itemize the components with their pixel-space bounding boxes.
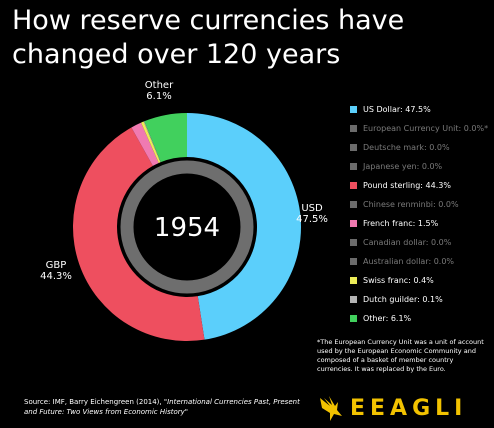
donut-outer-labels: USD 47.5% GBP 44.3% Other 6.1% [40,80,328,282]
legend-swatch [350,125,357,132]
legend-item: Deutsche mark: 0.0% [350,143,490,153]
legend-label: French franc: 1.5% [363,219,439,228]
legend-swatch [350,163,357,170]
legend-swatch [350,258,357,265]
logo-wordmark: EEAGLI [350,395,468,421]
legend-swatch [350,239,357,246]
outer-label-gbp: GBP 44.3% [40,260,72,282]
source-title: "International Currencies Past, Present … [24,398,300,416]
legend-label: Deutsche mark: 0.0% [363,143,450,152]
legend-swatch [350,201,357,208]
legend-label: Chinese renminbi: 0.0% [363,200,459,209]
legend-swatch [350,182,357,189]
slice-swiss-franc [141,121,161,163]
legend-label: European Currency Unit: 0.0%* [363,124,489,133]
legend-item: Japanese yen: 0.0% [350,162,490,172]
legend-item: Chinese renminbi: 0.0% [350,200,490,210]
legend-label: Canadian dollar: 0.0% [363,238,452,247]
inner-ring [120,160,254,294]
legend-swatch [350,277,357,284]
slice-usd [187,113,301,340]
legend-item: French franc: 1.5% [350,219,490,229]
source-prefix: Source: IMF, Barry Eichengreen (2014), [24,398,164,406]
legend-label: Swiss franc: 0.4% [363,276,434,285]
legend-label: Dutch guilder: 0.1% [363,295,443,304]
slice-french-franc [131,122,159,166]
donut-slices [73,113,301,341]
legend-label: Other: 6.1% [363,314,412,323]
center-year-label: 1954 [154,213,220,243]
legend-swatch [350,106,357,113]
eagle-icon [320,396,342,421]
legend-item: Swiss franc: 0.4% [350,276,490,286]
outer-label-usd: USD 47.5% [296,203,328,225]
legend-item: European Currency Unit: 0.0%* [350,124,490,134]
legend-swatch [350,144,357,151]
legend-label: Japanese yen: 0.0% [363,162,443,171]
legend-swatch [350,315,357,322]
source-citation: Source: IMF, Barry Eichengreen (2014), "… [24,397,314,417]
legend-label: US Dollar: 47.5% [363,105,431,114]
legend-item: Pound sterling: 44.3% [350,181,490,191]
footnote: *The European Currency Unit was a unit o… [317,338,484,373]
legend-label: Australian dollar: 0.0% [363,257,455,266]
legend-label: Pound sterling: 44.3% [363,181,451,190]
legend-item: Dutch guilder: 0.1% [350,295,490,305]
legend-item: US Dollar: 47.5% [350,105,490,115]
outer-label-other: Other 6.1% [145,80,174,102]
legend-item: Australian dollar: 0.0% [350,257,490,267]
eeagli-logo: EEAGLI [318,393,467,423]
legend-item: Canadian dollar: 0.0% [350,238,490,248]
chart-title-line-2: changed over 120 years [12,39,341,70]
chart-title: How reserve currencies have changed over… [12,4,482,72]
slice-other [144,113,187,163]
chart-legend: US Dollar: 47.5% European Currency Unit: … [350,105,490,333]
chart-title-line-1: How reserve currencies have [12,5,405,36]
legend-item: Other: 6.1% [350,314,490,324]
legend-swatch [350,296,357,303]
slice-gbp [73,127,205,341]
legend-swatch [350,220,357,227]
slice-dutch-guilder [143,121,161,163]
